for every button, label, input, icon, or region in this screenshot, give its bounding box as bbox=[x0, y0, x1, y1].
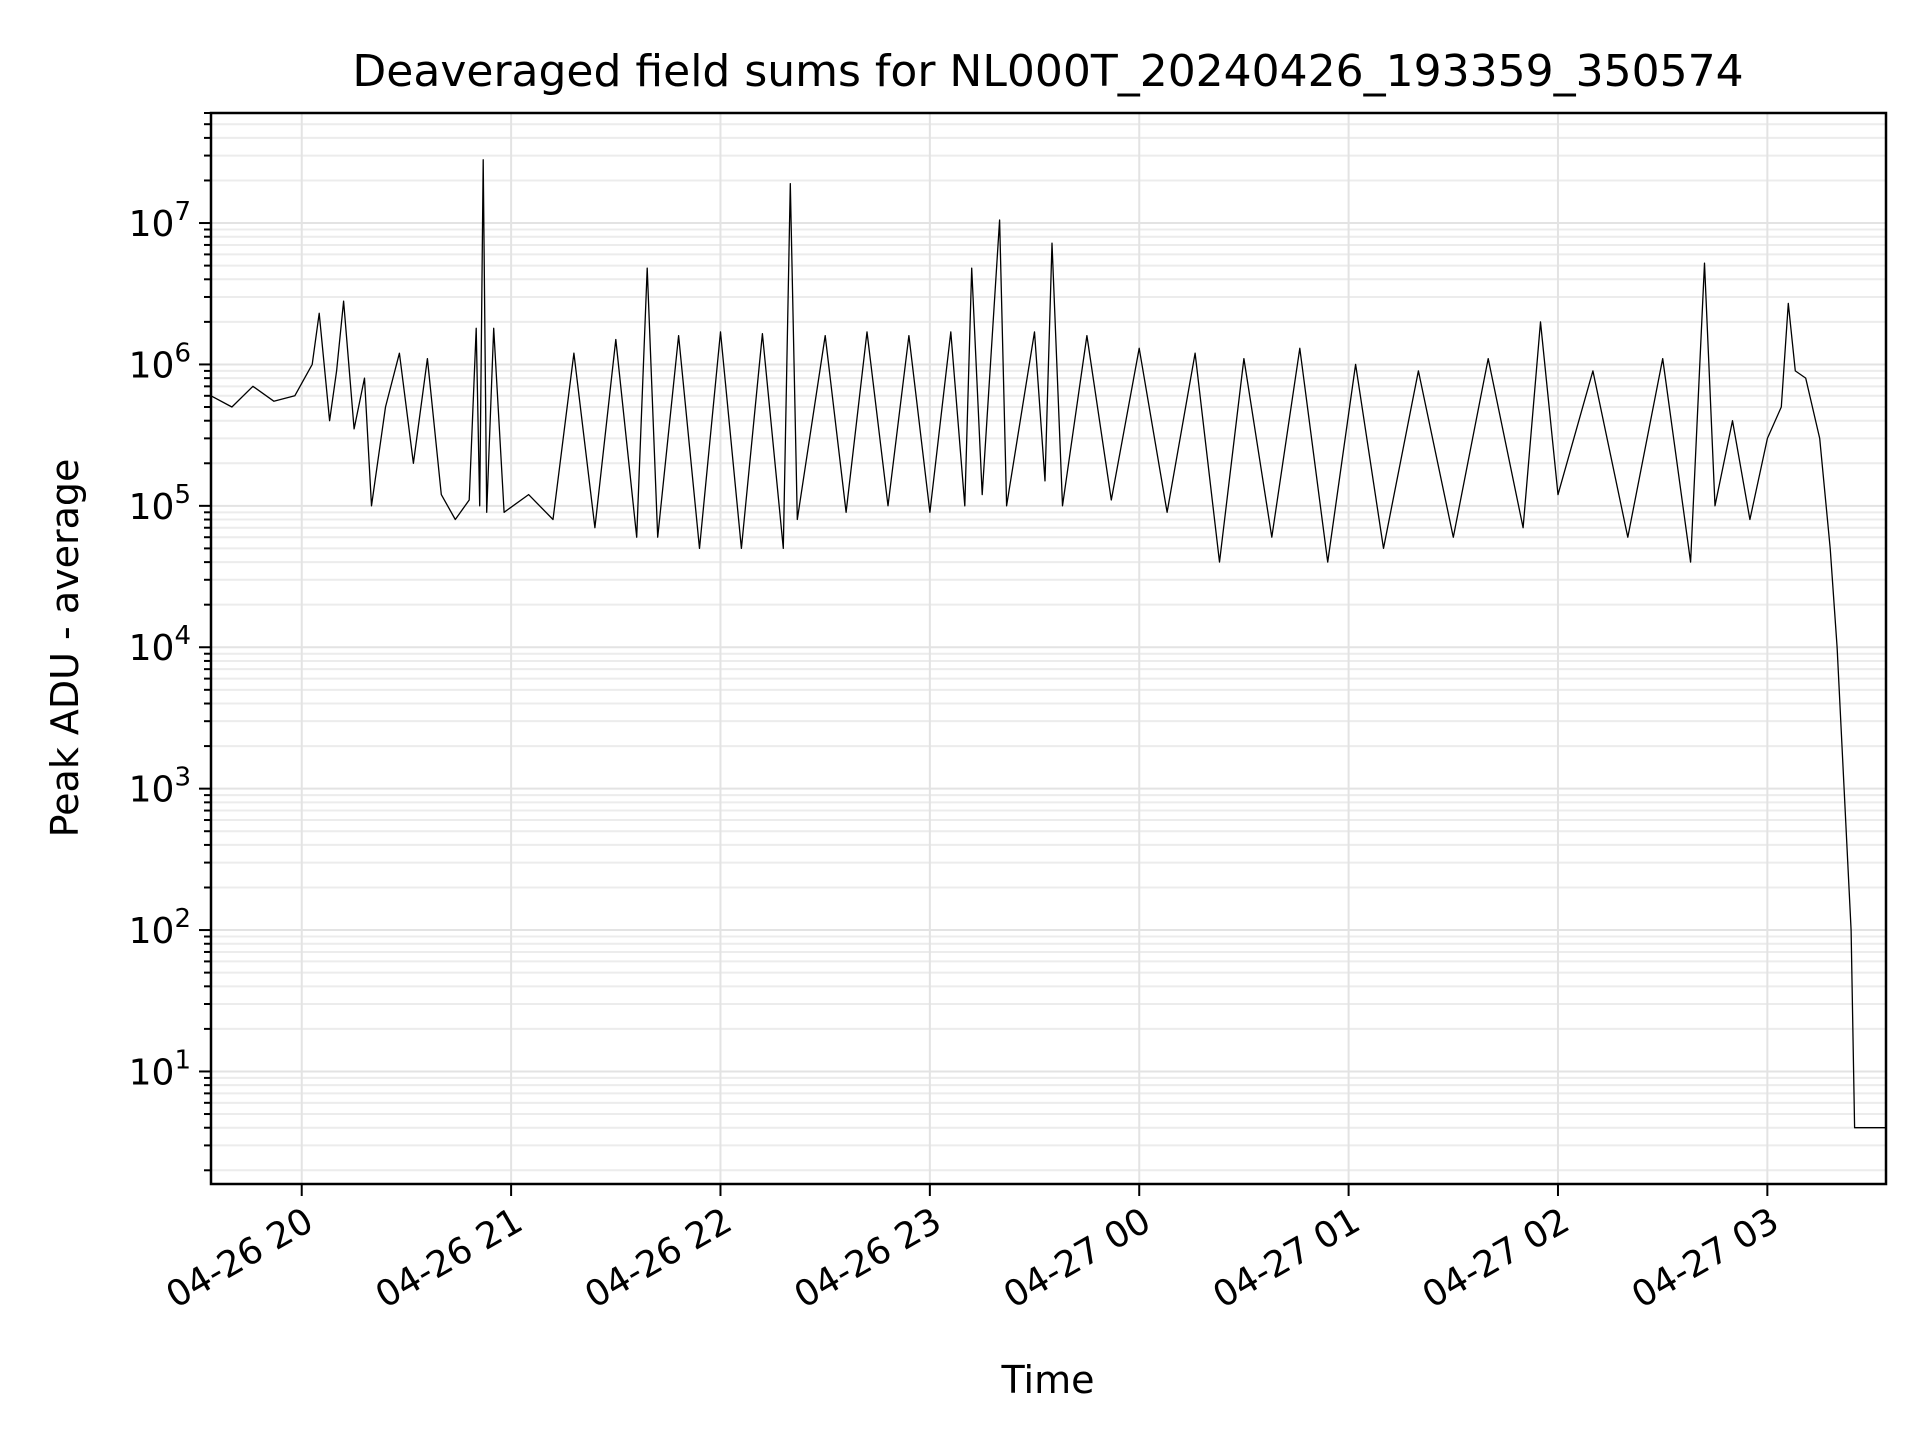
chart-title: Deaveraged field sums for NL000T_2024042… bbox=[352, 46, 1743, 97]
y-tick-label: 101 bbox=[129, 1045, 191, 1093]
y-tick-exponent: 3 bbox=[174, 763, 191, 793]
y-tick-base: 10 bbox=[129, 770, 175, 811]
y-tick-base: 10 bbox=[129, 628, 175, 669]
plot-area-frame bbox=[209, 111, 1888, 1186]
y-tick-exponent: 1 bbox=[174, 1045, 191, 1075]
y-tick-base: 10 bbox=[129, 204, 175, 245]
y-tick-exponent: 7 bbox=[174, 197, 191, 227]
y-tick-base: 10 bbox=[129, 1052, 175, 1093]
x-axis-label: Time bbox=[1001, 1358, 1095, 1402]
y-tick-label: 105 bbox=[129, 480, 191, 528]
y-tick-label: 102 bbox=[129, 904, 191, 952]
y-tick-label: 107 bbox=[129, 197, 191, 245]
series-line-0 bbox=[210, 159, 1886, 1129]
y-tick-base: 10 bbox=[129, 345, 175, 386]
y-tick-exponent: 4 bbox=[174, 621, 191, 651]
y-tick-label: 103 bbox=[129, 763, 191, 811]
y-tick-label: 104 bbox=[129, 621, 191, 669]
y-tick-exponent: 2 bbox=[174, 904, 191, 934]
series-layer bbox=[210, 159, 1886, 1129]
grid bbox=[211, 112, 1886, 1184]
y-tick-exponent: 5 bbox=[174, 480, 191, 510]
y-tick-base: 10 bbox=[129, 911, 175, 952]
y-tick-label: 106 bbox=[129, 338, 191, 386]
y-tick-base: 10 bbox=[129, 487, 175, 528]
y-tick-exponent: 6 bbox=[174, 338, 191, 368]
y-axis-label: Peak ADU - average bbox=[43, 459, 87, 838]
